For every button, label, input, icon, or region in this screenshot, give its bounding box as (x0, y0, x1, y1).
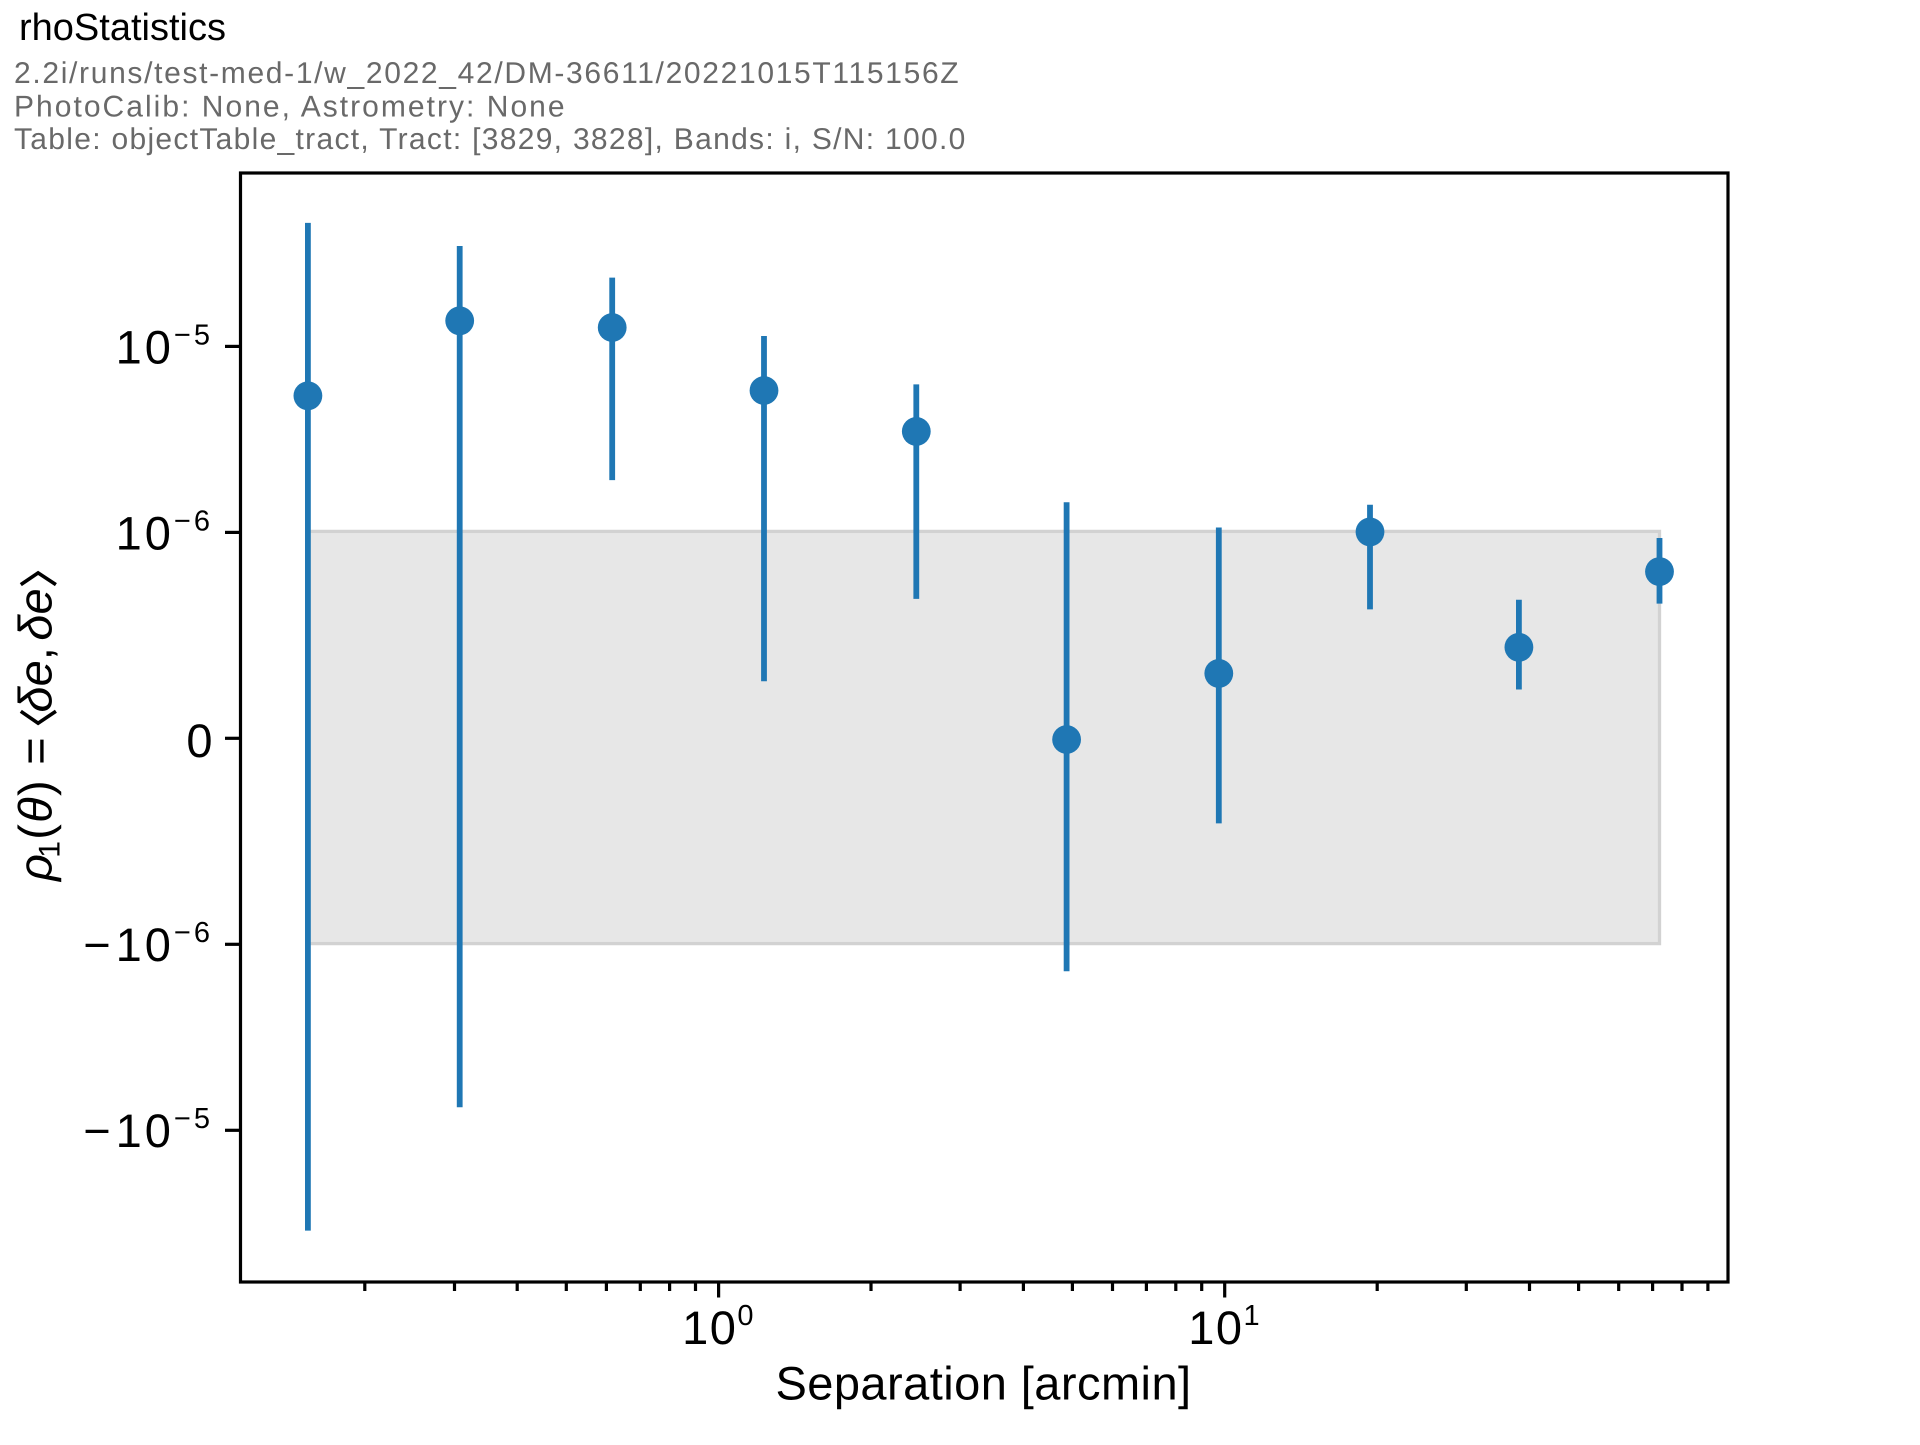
svg-text:PhotoCalib: None, Astrometry:: PhotoCalib: None, Astrometry: None (14, 90, 567, 123)
svg-text:δe,δe: δe,δe (9, 588, 62, 712)
svg-text:rhoStatistics: rhoStatistics (19, 7, 226, 49)
svg-text:2.2i/runs/test-med-1/w_2022_42: 2.2i/runs/test-med-1/w_2022_42/DM-36611/… (14, 57, 960, 90)
svg-text:Separation [arcmin]: Separation [arcmin] (775, 1357, 1191, 1410)
svg-text:Table: objectTable_tract, Trac: Table: objectTable_tract, Tract: [3829, … (14, 123, 967, 156)
svg-text:0: 0 (186, 714, 212, 767)
svg-text:ρ1(θ) =: ρ1(θ) = (9, 736, 67, 883)
